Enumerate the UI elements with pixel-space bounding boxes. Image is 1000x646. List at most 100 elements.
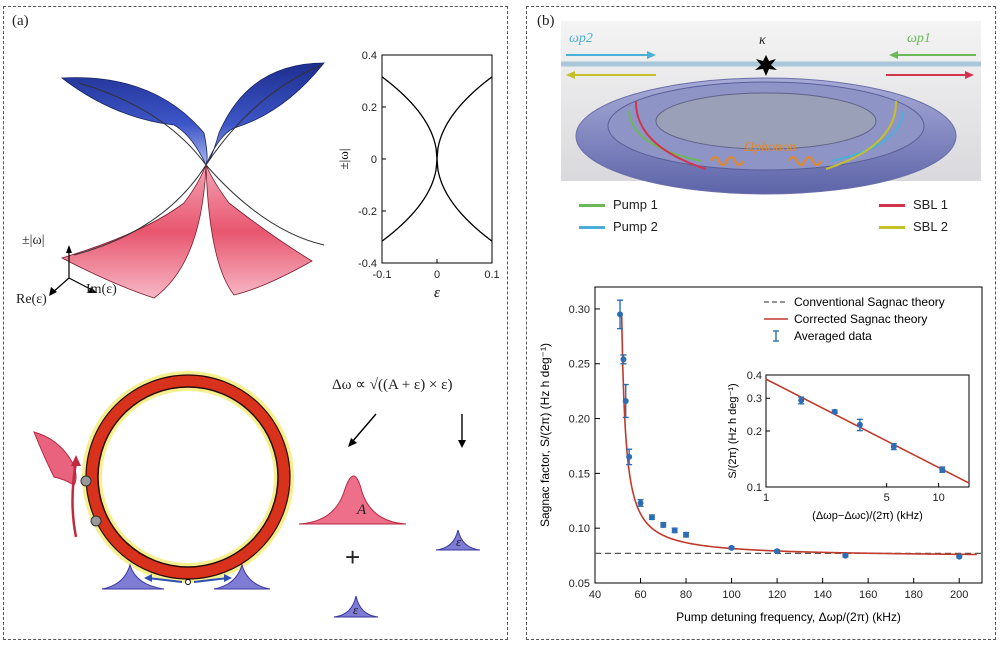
legend-swatch-sbl-1	[879, 204, 905, 208]
inset-x-tick-label: 1	[763, 492, 769, 504]
eigenvalue-branch-1	[436, 76, 493, 160]
panel-b: (b) ωp2	[526, 6, 996, 640]
inset-y-tick-label: 0.4	[747, 370, 762, 382]
y-tick-label: 0.15	[569, 468, 590, 480]
kappa-label: κ	[759, 33, 766, 48]
legend-pump-2-text: Pump 2	[613, 219, 658, 234]
equation: Δω ∝ √((A + ε) × ε)	[332, 377, 453, 393]
eigenvalue-plot: 0.4 0.2 0 -0.2 -0.4-0.1 0 0.1 ε ±|ω|	[336, 50, 500, 301]
panel-a: (a) ±|ω| Re(ε) Im(ε)	[3, 6, 508, 640]
inset-x-axis-label: (Δωp−Δωc)/(2π) (kHz)	[812, 510, 923, 522]
axis-label-vertical: ±|ω|	[22, 233, 45, 248]
x-tick-label: 40	[589, 589, 601, 601]
omega-p1-label: ωp1	[907, 31, 931, 46]
x-tick-label: 160	[859, 589, 877, 601]
x-axis-label: Pump detuning frequency, Δωp/(2π) (kHz)	[676, 610, 901, 624]
data-point	[617, 311, 624, 318]
y-axis-label: ±|ω|	[336, 149, 351, 170]
eigenvalue-branch-2	[381, 158, 438, 242]
peaks-illustration	[298, 413, 481, 618]
peak-label-A: A	[357, 502, 367, 518]
ring	[86, 375, 290, 579]
inset-fit-line	[765, 378, 970, 484]
backscatter-packet	[33, 431, 77, 486]
disk-inner	[655, 92, 877, 150]
x-tick-label: 200	[950, 589, 968, 601]
axis-label-im: Im(ε)	[86, 282, 117, 297]
x-axis-label: ε	[434, 285, 440, 301]
ep-surface-illustration	[49, 62, 325, 299]
x-tick-label: 180	[905, 589, 923, 601]
y-tick-label: 0.2	[362, 102, 377, 114]
y-tick-label: 0.25	[569, 359, 590, 371]
y-tick-label: 0.10	[569, 523, 590, 535]
x-tick-label: 140	[813, 589, 831, 601]
y-tick-label: 0.30	[569, 304, 590, 316]
legend-sbl-1: SBL 1	[879, 197, 948, 212]
y-tick-label: 0.05	[569, 578, 590, 590]
left-packet	[101, 563, 165, 590]
inset-y-tick-label: 0.2	[747, 426, 762, 438]
phonon-label: Ωphonon	[744, 140, 797, 155]
legend-pump-1-text: Pump 1	[613, 197, 658, 212]
legend-pump-1: Pump 1	[579, 197, 658, 212]
ring-resonator-illustration	[33, 371, 294, 590]
peak-eps-right	[435, 529, 481, 551]
phonon-wave-left	[710, 156, 744, 166]
legend-corrected: Corrected Sagnac theory	[794, 312, 927, 326]
inset-data-point	[831, 408, 838, 415]
x-tick-label: 100	[722, 589, 740, 601]
eigenvalue-branch-0	[381, 76, 438, 160]
axis-label-re: Re(ε)	[16, 292, 47, 307]
y-tick-label: 0.4	[362, 50, 377, 62]
x-tick-label: 80	[680, 589, 692, 601]
legend-swatch-pump-2	[579, 226, 605, 230]
inset-data-point	[939, 466, 946, 473]
plus-sign: +	[345, 542, 361, 572]
y-tick-label: -0.4	[358, 258, 377, 270]
legend-data: Averaged data	[794, 329, 872, 343]
inset-y-axis-label: S/(2π) (Hz h deg⁻¹)	[727, 383, 739, 478]
data-point	[683, 531, 690, 538]
panel-b-label: (b)	[537, 13, 555, 29]
data-point	[842, 552, 849, 559]
x-tick-label: 0	[434, 269, 440, 281]
device-legend: Pump 1 Pump 2 SBL 1 SBL 2	[579, 197, 969, 239]
legend-pump-2: Pump 2	[579, 219, 658, 234]
y-axis-label: Sagnac factor, S/(2π) (Hz h deg⁻¹)	[538, 343, 552, 527]
y-tick-label: 0.20	[569, 414, 590, 426]
coupling-point	[755, 55, 777, 76]
data-point	[620, 356, 627, 363]
legend-sbl-1-text: SBL 1	[913, 197, 948, 212]
data-point	[637, 499, 644, 506]
scatterer-1	[80, 475, 92, 487]
peak-label-eps-bottom: ε	[353, 602, 359, 617]
omega-p2-label: ωp2	[569, 31, 593, 46]
inset-y-tick-label: 0.1	[747, 482, 762, 494]
inset-y-tick-label: 0.3	[747, 393, 762, 405]
data-point	[648, 514, 655, 521]
inset-data-point	[890, 443, 897, 450]
legend-sbl-2: SBL 2	[879, 219, 948, 234]
legend-swatch-pump-1	[579, 204, 605, 208]
eigenvalue-branch-3	[436, 158, 493, 242]
lower-sheet	[60, 163, 313, 299]
y-tick-label: 0	[371, 154, 377, 166]
inset-x-tick-label: 10	[932, 492, 944, 504]
inset-x-tick-label: 5	[884, 492, 890, 504]
y-tick-label: -0.2	[358, 206, 377, 218]
peak-eps-bottom	[333, 595, 379, 618]
scatterer-2	[90, 515, 102, 527]
inset-data-point	[798, 397, 805, 404]
data-point	[622, 398, 629, 405]
phonon-wave-right	[788, 156, 822, 166]
data-point	[626, 453, 633, 460]
legend-conventional: Conventional Sagnac theory	[794, 295, 945, 309]
legend-sbl-2-text: SBL 2	[913, 219, 948, 234]
data-point	[671, 527, 678, 534]
resonator-device-illustration	[561, 21, 981, 195]
data-point	[774, 548, 781, 555]
legend-swatch-sbl-2	[879, 226, 905, 230]
x-tick-label: 0.1	[484, 269, 499, 281]
